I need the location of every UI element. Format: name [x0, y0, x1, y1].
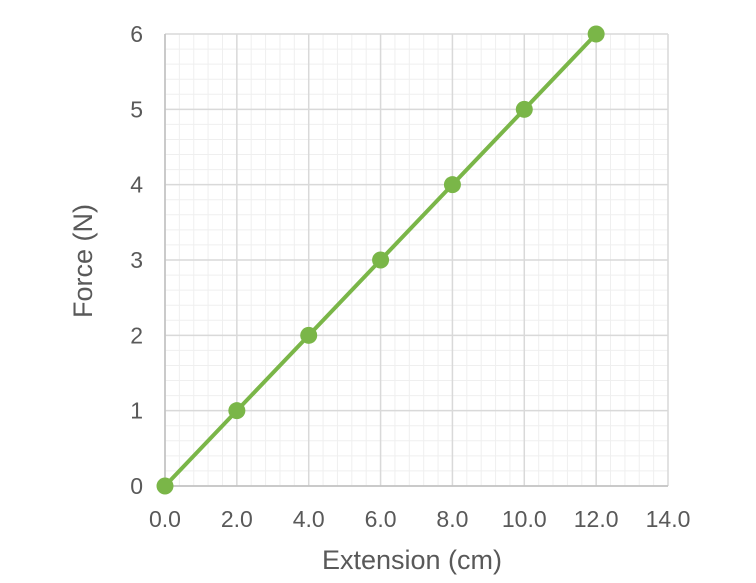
data-point [156, 477, 174, 495]
major-gridlines [164, 33, 669, 487]
x-tick-label: 10.0 [502, 506, 547, 532]
data-point [587, 25, 605, 43]
y-axis-title: Force (N) [68, 204, 98, 318]
data-point [372, 251, 390, 269]
data-point [515, 100, 533, 118]
x-tick-label: 14.0 [646, 506, 691, 532]
data-point [228, 402, 246, 420]
y-tick-labels: 0 1 2 3 4 5 6 [130, 21, 143, 499]
x-tick-label: 0.0 [149, 506, 181, 532]
y-tick-label: 2 [130, 322, 143, 348]
y-tick-label: 0 [130, 473, 143, 499]
x-axis-title: Extension (cm) [322, 545, 502, 575]
x-tick-label: 6.0 [365, 506, 397, 532]
x-tick-label: 2.0 [221, 506, 253, 532]
y-tick-label: 4 [130, 172, 143, 198]
x-tick-labels: 0.0 2.0 4.0 6.0 8.0 10.0 12.0 14.0 [149, 506, 690, 532]
y-tick-label: 3 [130, 247, 143, 273]
x-tick-label: 4.0 [293, 506, 325, 532]
y-tick-label: 6 [130, 21, 143, 47]
x-tick-label: 8.0 [436, 506, 468, 532]
y-tick-label: 5 [130, 96, 143, 122]
data-series [156, 25, 605, 495]
data-point [443, 176, 461, 194]
data-point [300, 326, 318, 344]
x-tick-label: 12.0 [574, 506, 619, 532]
y-tick-label: 1 [130, 398, 143, 424]
axes [164, 34, 668, 487]
